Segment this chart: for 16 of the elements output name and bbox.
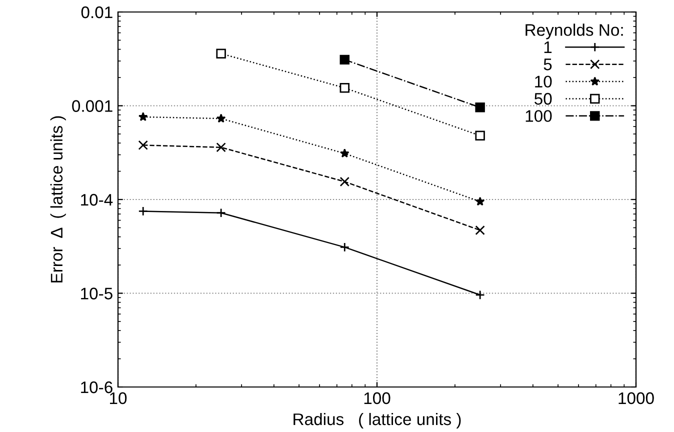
- legend-label: 100: [526, 110, 552, 122]
- x-tick-label: 10: [110, 392, 127, 404]
- legend-label: 5: [544, 58, 552, 70]
- y-tick-label: 10-6: [81, 381, 112, 394]
- legend-title: Reynolds No:: [526, 24, 623, 40]
- x-tick-label: 1000: [618, 392, 654, 404]
- x-axis-title: Radius ( lattice units ): [294, 412, 461, 428]
- y-axis-title: Error Δ ( lattice units ): [50, 116, 66, 282]
- y-tick-label: 10-4: [81, 194, 113, 206]
- y-tick-label: 0.001: [72, 100, 112, 112]
- legend-label: 50: [534, 92, 552, 105]
- legend-label: 10: [535, 76, 552, 88]
- legend-label: 1: [544, 41, 552, 53]
- y-tick-label: 0.01: [81, 6, 112, 18]
- x-tick-label: 100: [364, 392, 390, 404]
- y-tick-label: 10-5: [81, 288, 112, 300]
